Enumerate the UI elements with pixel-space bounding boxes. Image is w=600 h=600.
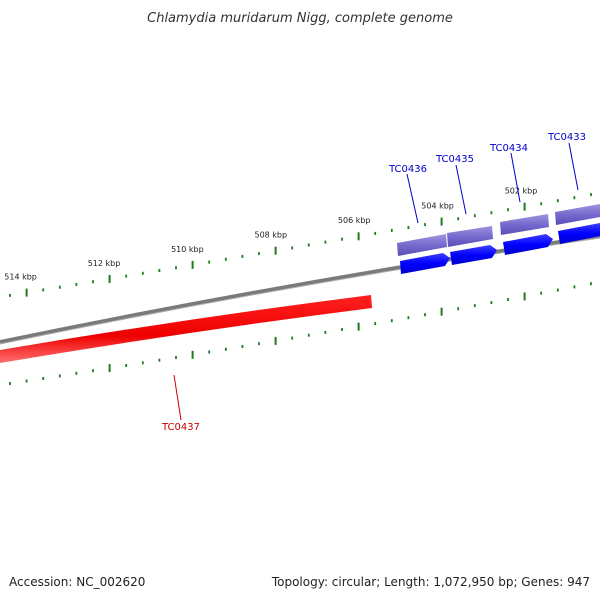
- tick-label: 514 kbp: [4, 273, 37, 282]
- label-leaders: [173, 142, 579, 421]
- gene-TC0433[interactable]: [558, 223, 600, 244]
- cds-TC0436[interactable]: [397, 234, 447, 256]
- tick-label: 508 kbp: [254, 231, 287, 240]
- label-TC0433: TC0433: [547, 132, 586, 143]
- gene-TC0436[interactable]: [400, 253, 450, 274]
- accession-text: Accession: NC_002620: [9, 575, 145, 589]
- label-TC0434: TC0434: [489, 143, 528, 154]
- tick-label: 502 kbp: [505, 186, 538, 195]
- inner-tick-ring: [9, 282, 592, 385]
- tick-label: 506 kbp: [338, 216, 371, 225]
- forward-gene-track: [400, 223, 600, 274]
- gene-TC0435[interactable]: [450, 245, 497, 265]
- tick-labels: 502 kbp 504 kbp 506 kbp 508 kbp 510 kbp 512 k…: [4, 186, 537, 281]
- map-title: Chlamydia muridarum Nigg, complete genom…: [147, 11, 453, 26]
- outer-tick-ring: [9, 193, 592, 297]
- gene-TC0437[interactable]: [0, 295, 372, 363]
- cds-TC0433[interactable]: [555, 204, 600, 225]
- label-TC0436: TC0436: [388, 164, 427, 175]
- tick-label: 512 kbp: [88, 259, 121, 268]
- cds-TC0434[interactable]: [500, 214, 549, 235]
- gene-TC0434[interactable]: [503, 234, 553, 255]
- forward-cds-track: [397, 204, 600, 256]
- label-TC0437: TC0437: [161, 422, 200, 433]
- label-TC0435: TC0435: [435, 154, 474, 165]
- tick-label: 510 kbp: [171, 245, 204, 254]
- genome-summary-text: Topology: circular; Length: 1,072,950 bp…: [271, 575, 590, 589]
- tick-label: 504 kbp: [421, 201, 454, 210]
- cds-TC0435[interactable]: [447, 226, 493, 247]
